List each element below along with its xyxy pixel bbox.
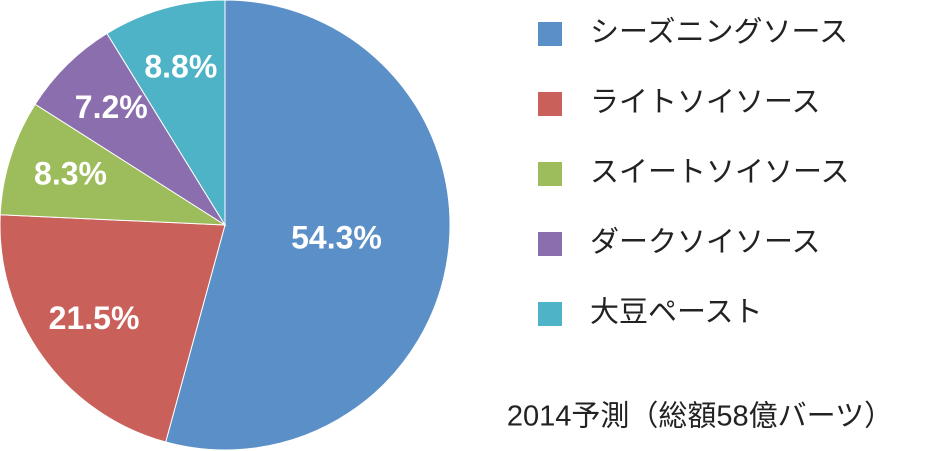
legend-swatch bbox=[538, 302, 562, 326]
legend-label: 大豆ペースト bbox=[590, 296, 763, 329]
legend-label: シーズニングソース bbox=[590, 16, 848, 49]
value-label: 21.5% bbox=[49, 300, 140, 336]
legend-swatch bbox=[538, 162, 562, 186]
legend-label: ダークソイソース bbox=[590, 226, 821, 259]
value-label: 8.8% bbox=[144, 49, 217, 85]
pie-slice bbox=[106, 0, 226, 227]
chart-title: 2014予測（総額58億バーツ） bbox=[507, 400, 893, 433]
pie-slice bbox=[165, 0, 451, 451]
legend-label: ライトソイソース bbox=[590, 87, 821, 119]
pie-slice bbox=[0, 214, 226, 443]
legend-label: スイートソイソース bbox=[590, 157, 850, 189]
pie-slice bbox=[34, 32, 226, 226]
legend-swatch bbox=[538, 22, 562, 46]
value-label: 54.3% bbox=[291, 219, 382, 255]
value-label: 8.3% bbox=[34, 156, 107, 192]
pie-slice bbox=[0, 103, 227, 226]
value-label: 7.2% bbox=[75, 89, 148, 125]
legend-swatch bbox=[538, 232, 562, 256]
legend-swatch bbox=[538, 92, 562, 116]
